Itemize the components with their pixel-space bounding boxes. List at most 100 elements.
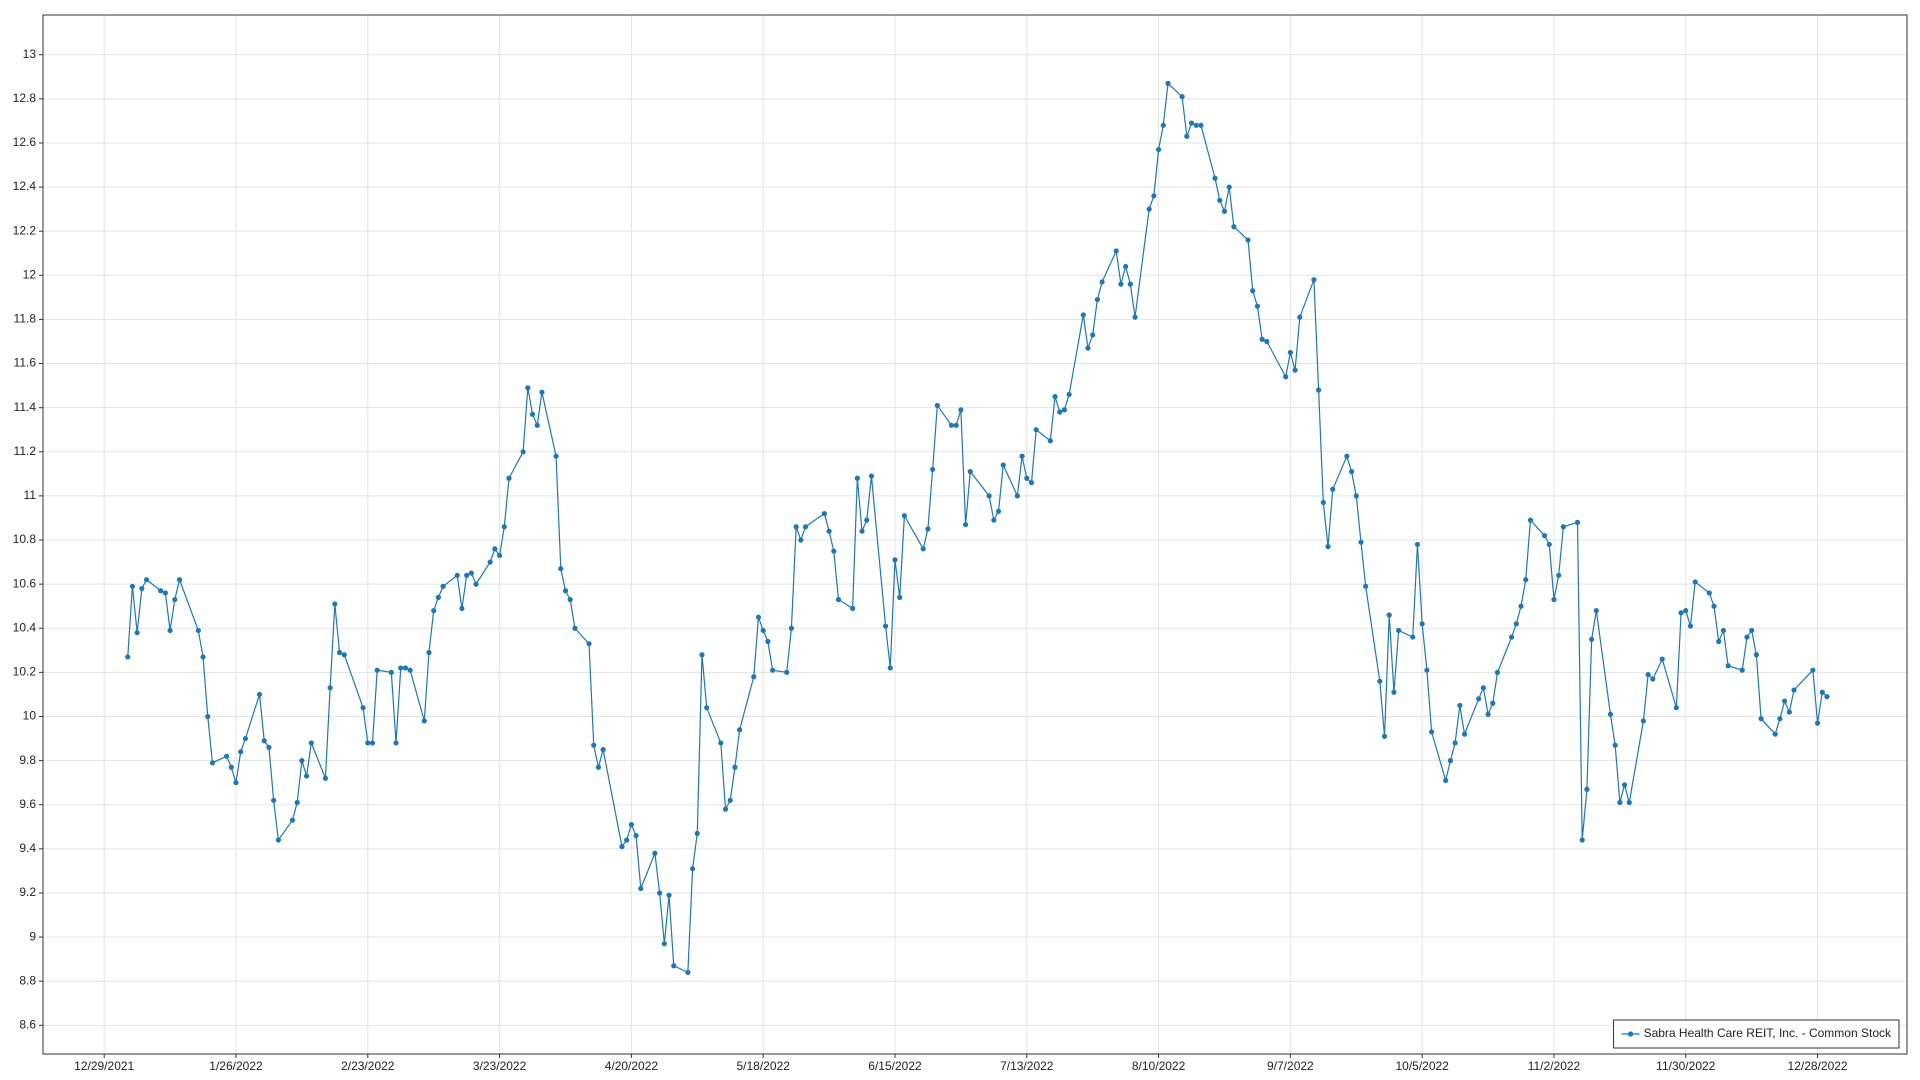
data-point — [162, 590, 168, 596]
data-point — [1650, 676, 1656, 682]
x-tick-label: 5/18/2022 — [736, 1059, 790, 1073]
data-point — [1645, 671, 1651, 678]
x-tick-label: 11/2/2022 — [1528, 1059, 1581, 1073]
data-point — [760, 627, 766, 634]
data-point — [567, 596, 573, 603]
y-tick-label: 12.2 — [13, 223, 37, 237]
x-tick-label: 1/26/2022 — [209, 1059, 263, 1073]
y-tick-label: 9.6 — [19, 797, 36, 811]
data-point — [1033, 427, 1039, 433]
data-point — [303, 773, 310, 779]
data-point — [1428, 729, 1435, 735]
data-point — [1607, 711, 1614, 717]
data-point — [722, 806, 729, 812]
data-point — [868, 473, 875, 479]
data-point — [1353, 493, 1359, 499]
data-point — [737, 727, 743, 733]
data-point — [586, 641, 592, 647]
data-point — [727, 797, 733, 803]
data-point — [948, 422, 955, 428]
data-point — [1297, 314, 1303, 320]
y-tick-label: 9.8 — [19, 753, 36, 767]
data-point — [1377, 678, 1383, 684]
data-point — [769, 667, 776, 673]
data-point — [1123, 263, 1129, 270]
data-point — [1739, 667, 1745, 673]
data-point — [1094, 296, 1100, 303]
data-point — [1589, 636, 1595, 642]
data-point — [1711, 603, 1717, 609]
y-tick-label: 10.4 — [13, 620, 37, 634]
y-tick-label: 11 — [24, 488, 37, 502]
data-point — [934, 402, 940, 409]
data-point — [1593, 608, 1599, 614]
y-tick-label: 11.4 — [14, 400, 37, 414]
data-point — [271, 797, 277, 803]
data-point — [1099, 279, 1105, 285]
data-point — [1824, 694, 1830, 700]
data-point — [1424, 667, 1430, 673]
legend-marker — [1627, 1031, 1634, 1037]
data-point — [1452, 740, 1458, 746]
data-point — [1513, 621, 1519, 627]
data-point — [195, 627, 201, 634]
legend: Sabra Health Care REIT, Inc. - Common St… — [1613, 1019, 1900, 1049]
data-point — [732, 764, 738, 770]
data-point — [1744, 634, 1750, 640]
data-point — [1621, 782, 1628, 788]
data-point — [1358, 539, 1364, 545]
data-point — [1118, 281, 1124, 287]
data-point — [1659, 656, 1665, 662]
data-point — [1316, 387, 1322, 393]
data-point — [261, 738, 267, 744]
data-point — [600, 746, 606, 753]
data-point — [1546, 541, 1552, 548]
y-tick-label: 8.6 — [19, 1017, 36, 1031]
data-point — [1414, 541, 1421, 548]
data-point — [1523, 577, 1529, 583]
data-point — [991, 517, 997, 523]
data-point — [1212, 175, 1218, 181]
data-point — [388, 669, 394, 675]
data-point — [1344, 453, 1350, 459]
data-point — [850, 605, 856, 611]
data-point — [995, 508, 1002, 514]
y-tick-label: 10.6 — [13, 576, 37, 590]
y-tick-label: 13 — [23, 47, 37, 61]
data-point — [864, 517, 870, 523]
data-point — [1348, 469, 1355, 475]
data-point — [802, 524, 809, 530]
data-point — [1457, 702, 1463, 709]
plot-background — [43, 15, 1907, 1054]
data-point — [1264, 338, 1270, 345]
data-point — [704, 705, 710, 711]
data-point — [158, 588, 164, 594]
data-point — [336, 649, 343, 656]
data-point — [657, 890, 663, 896]
data-point — [1184, 133, 1190, 139]
data-point — [1292, 367, 1298, 373]
data-point — [1720, 627, 1727, 634]
data-point — [1461, 731, 1468, 737]
data-point — [1777, 716, 1783, 722]
data-point — [1518, 603, 1524, 609]
data-point — [1155, 146, 1162, 153]
data-point — [1165, 80, 1171, 86]
data-point — [788, 625, 795, 631]
data-point — [925, 526, 931, 532]
data-point — [134, 630, 140, 636]
legend-box — [1613, 1019, 1900, 1049]
data-point — [1678, 610, 1684, 616]
data-point — [1254, 303, 1261, 309]
data-point — [652, 850, 658, 856]
x-tick-label: 6/15/2022 — [868, 1059, 922, 1073]
data-point — [1410, 634, 1416, 640]
data-point — [1476, 696, 1482, 702]
x-tick-label: 12/29/2021 — [74, 1059, 134, 1073]
data-point — [671, 963, 677, 969]
data-point — [1245, 237, 1251, 243]
data-point — [1706, 590, 1712, 596]
data-point — [1626, 799, 1632, 806]
data-point — [374, 667, 380, 673]
